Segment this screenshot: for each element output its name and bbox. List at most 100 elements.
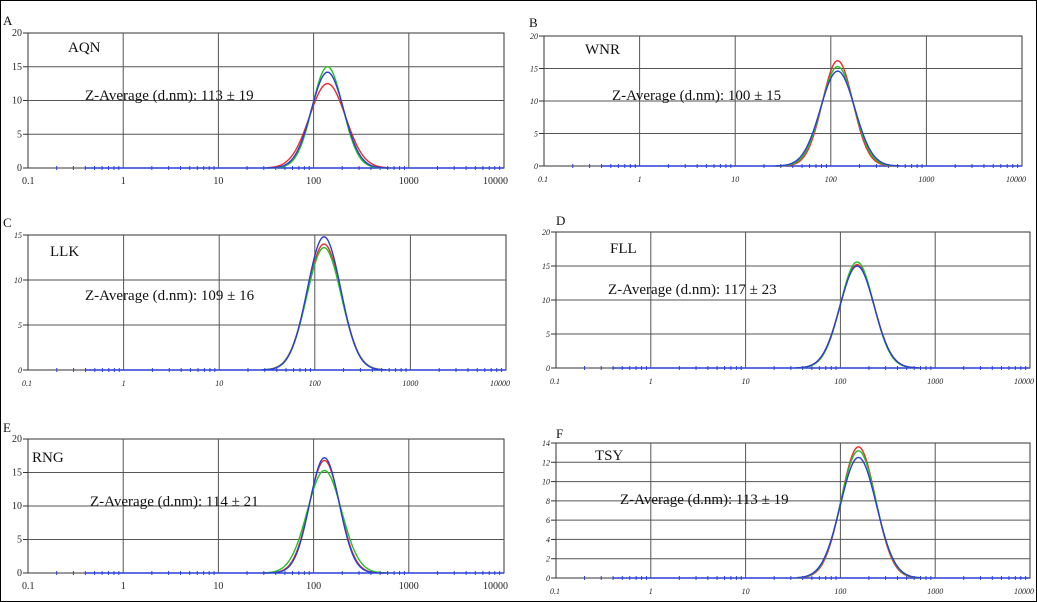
x-tick-label: 1 [122,379,126,388]
y-tick-label: 5 [546,330,550,339]
y-tick-label: 0 [18,366,22,375]
x-tick-label: 0.1 [538,175,548,184]
y-tick-label: 10 [530,97,538,106]
y-tick-label: 20 [12,28,22,39]
x-tick-label: 100 [825,175,837,184]
y-tick-label: 5 [18,321,22,330]
x-tick-label: 100 [834,377,846,386]
x-tick-label: 1000 [927,377,943,386]
panel-label: B [529,15,538,30]
y-tick-label: 0 [534,162,538,171]
series-line-blue [262,457,387,574]
sample-name: LLK [50,244,79,260]
y-tick-label: 14 [542,439,550,448]
y-tick-label: 8 [546,497,550,506]
chart-panel-a: 0 5 10 15 20 0.1 1 10 100 1000 10000 A AQN Z-Average … [3,13,508,187]
sample-name: RNG [32,450,64,466]
series-line-green [261,246,387,371]
panel-label: A [3,13,13,28]
x-tick-label: 1000 [399,176,419,187]
series-line-green [775,65,900,167]
y-tick-label: 20 [542,228,550,237]
x-tick-label: 0.1 [22,176,35,187]
z-average-annotation: Z-Average (d.nm): 113 ± 19 [620,492,789,508]
panel-label: E [3,420,11,435]
x-tick-label: 1 [121,176,126,187]
y-tick-label: 2 [546,555,550,564]
panel-label: C [3,215,12,230]
x-tick-label: 10 [731,175,739,184]
x-tick-label: 10 [742,587,750,596]
z-average-annotation: Z-Average (d.nm): 117 ± 23 [608,282,777,298]
x-tick-label: 10 [213,581,223,592]
x-tick-label: 100 [306,176,321,187]
x-tick-label: 0.1 [22,379,32,388]
x-tick-label: 100 [306,581,321,592]
chart-panel-b: 0 5 10 15 20 0.1 1 10 100 1000 10000 B WNR Z-Average … [529,15,1026,184]
chart-panel-c: 0 5 10 15 0.1 1 10 100 1000 10000 C LLK Z-Average (d… [3,215,510,388]
y-tick-label: 5 [17,535,22,546]
series-line-blue [775,70,900,167]
series-line-red [775,59,900,167]
y-tick-label: 5 [534,130,538,139]
y-tick-label: 15 [530,65,538,74]
y-tick-label: 10 [12,96,22,107]
z-average-annotation: Z-Average (d.nm): 114 ± 21 [90,494,259,510]
x-tick-label: 1000 [918,175,934,184]
y-tick-label: 15 [542,262,550,271]
x-tick-label: 1 [649,587,653,596]
y-tick-label: 0 [17,568,22,579]
x-tick-label: 10000 [1014,377,1034,386]
series-line-red [262,459,387,574]
x-tick-label: 10000 [1006,175,1026,184]
x-tick-label: 1 [121,581,126,592]
sample-name: WNR [585,42,620,58]
x-tick-label: 10 [742,377,750,386]
sample-name: FLL [610,241,637,257]
x-tick-label: 10 [215,379,223,388]
series-line-red [265,82,390,169]
x-tick-label: 1000 [402,379,418,388]
series-line-green [795,261,919,369]
y-tick-label: 5 [17,129,22,140]
x-tick-label: 0.1 [22,581,35,592]
plot-area [555,442,1031,579]
y-tick-label: 0 [546,364,550,373]
series-line-blue [795,265,919,369]
z-average-annotation: Z-Average (d.nm): 109 ± 16 [85,288,255,304]
series-line-green [262,469,387,574]
y-tick-label: 10 [14,276,22,285]
series-line-red [796,446,921,579]
y-tick-label: 15 [12,468,22,479]
x-tick-label: 10 [213,176,223,187]
y-tick-label: 6 [546,516,550,525]
series-line-blue [261,236,387,371]
y-tick-label: 20 [530,32,538,41]
y-tick-label: 4 [546,535,550,544]
x-tick-label: 1000 [399,581,419,592]
y-tick-label: 15 [14,231,22,240]
z-average-annotation: Z-Average (d.nm): 113 ± 19 [85,88,254,104]
series-line-green [265,66,390,169]
sample-name: AQN [68,40,101,56]
x-tick-label: 1000 [927,587,943,596]
y-tick-label: 10 [12,501,22,512]
y-tick-label: 0 [17,163,22,174]
series-line-blue [796,456,921,579]
y-tick-label: 15 [12,62,22,73]
x-tick-label: 10000 [1014,587,1034,596]
x-tick-label: 1 [638,175,642,184]
chart-panel-e: 0 5 10 15 20 0.1 1 10 100 1000 10000 E RNG Z-Average … [3,420,508,592]
chart-panel-f: 0 2 4 6 8 10 12 14 0.1 1 10 100 1000 10000 F TSY Z-Avera… [542,426,1034,596]
series-line-blue [265,71,390,169]
x-tick-label: 10000 [483,581,508,592]
y-tick-label: 20 [12,434,22,445]
series-line-red [795,263,919,369]
x-tick-label: 100 [309,379,321,388]
y-tick-label: 10 [542,296,550,305]
x-tick-label: 1 [649,377,653,386]
panel-label: D [556,213,565,228]
chart-panel-d: 0 5 10 15 20 0.1 1 10 100 1000 10000 D FLL Z-Average … [542,213,1034,386]
panel-label: F [556,426,563,441]
